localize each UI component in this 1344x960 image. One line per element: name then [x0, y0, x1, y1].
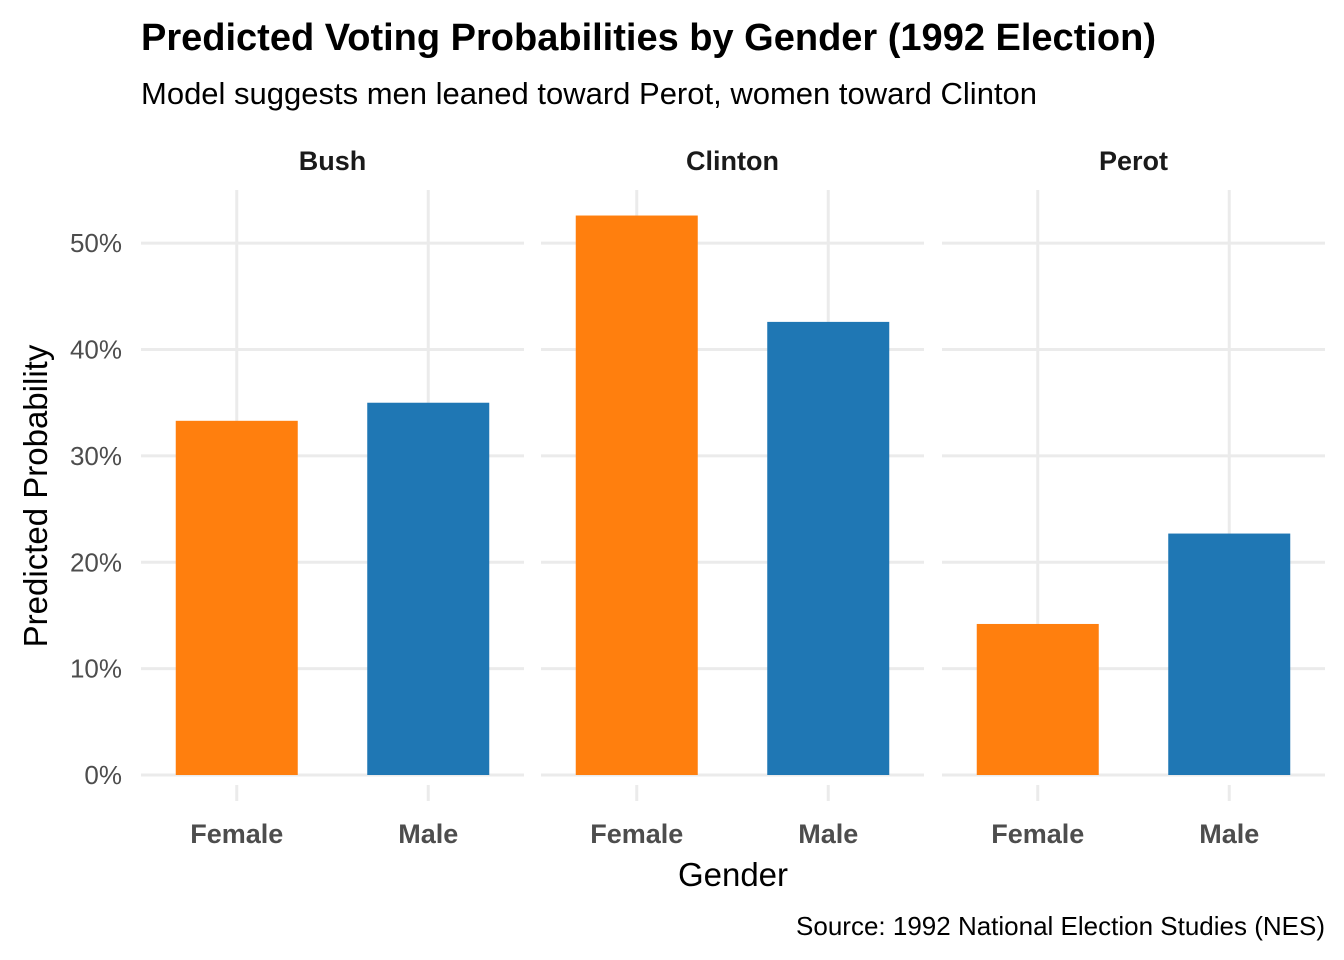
bar-perot-female — [976, 623, 1099, 775]
facet-strip-label: Bush — [299, 146, 367, 176]
bar-clinton-male — [767, 321, 890, 775]
y-axis-title: Predicted Probability — [17, 344, 54, 647]
chart-caption: Source: 1992 National Election Studies (… — [796, 911, 1325, 941]
chart-subtitle: Model suggests men leaned toward Perot, … — [141, 76, 1037, 111]
facet-strip-label: Clinton — [686, 146, 779, 176]
facet-panel-clinton: Female Male Clinton — [541, 146, 924, 849]
x-tick-label: Female — [991, 819, 1084, 849]
bar-bush-female — [175, 420, 298, 775]
y-tick-label: 40% — [70, 335, 122, 365]
x-tick-label: Female — [590, 819, 683, 849]
bar-clinton-female — [575, 215, 698, 775]
x-tick-label: Female — [190, 819, 283, 849]
y-tick-label: 10% — [70, 654, 122, 684]
y-axis: 0% 10% 20% 30% 40% 50% — [70, 228, 122, 790]
facet-panel-perot: Female Male Perot — [942, 146, 1325, 849]
chart-title: Predicted Voting Probabilities by Gender… — [141, 17, 1156, 59]
y-tick-label: 30% — [70, 441, 122, 471]
facet-panel-bush: Female Male Bush — [141, 146, 524, 849]
x-tick-label: Male — [1199, 819, 1259, 849]
x-tick-label: Male — [398, 819, 458, 849]
x-axis-title: Gender — [678, 856, 788, 893]
facet-panels: Female Male Bush Female Male Clinton Female Mal… — [141, 146, 1325, 849]
bar-perot-male — [1168, 533, 1291, 775]
facet-strip-label: Perot — [1099, 146, 1168, 176]
y-tick-label: 20% — [70, 547, 122, 577]
y-tick-label: 0% — [84, 760, 122, 790]
x-tick-label: Male — [798, 819, 858, 849]
bar-bush-male — [367, 402, 490, 775]
y-tick-label: 50% — [70, 228, 122, 258]
